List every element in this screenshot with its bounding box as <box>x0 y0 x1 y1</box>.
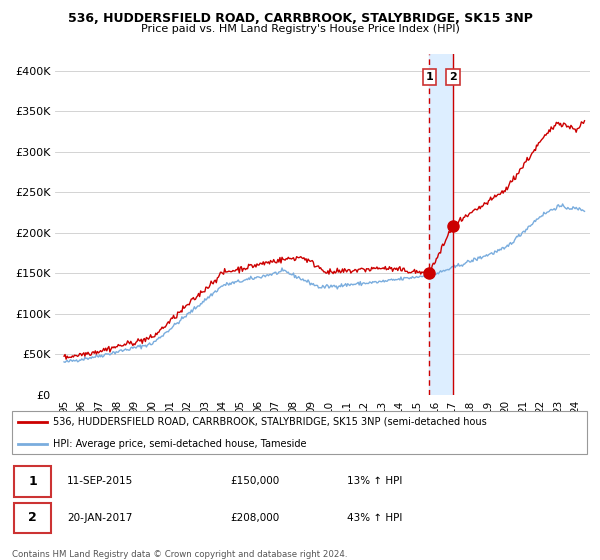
Text: 20-JAN-2017: 20-JAN-2017 <box>67 513 133 523</box>
Text: HPI: Average price, semi-detached house, Tameside: HPI: Average price, semi-detached house,… <box>53 438 306 449</box>
Text: 43% ↑ HPI: 43% ↑ HPI <box>347 513 402 523</box>
Text: Contains HM Land Registry data © Crown copyright and database right 2024.
This d: Contains HM Land Registry data © Crown c… <box>12 550 347 560</box>
Text: 536, HUDDERSFIELD ROAD, CARRBROOK, STALYBRIDGE, SK15 3NP (semi-detached hous: 536, HUDDERSFIELD ROAD, CARRBROOK, STALY… <box>53 417 487 427</box>
Text: 2: 2 <box>28 511 37 524</box>
Bar <box>429 54 453 395</box>
FancyBboxPatch shape <box>14 503 52 533</box>
FancyBboxPatch shape <box>12 411 587 454</box>
Text: 2: 2 <box>449 72 457 82</box>
Text: £208,000: £208,000 <box>230 513 280 523</box>
Text: 536, HUDDERSFIELD ROAD, CARRBROOK, STALYBRIDGE, SK15 3NP: 536, HUDDERSFIELD ROAD, CARRBROOK, STALY… <box>68 12 532 25</box>
Text: Price paid vs. HM Land Registry's House Price Index (HPI): Price paid vs. HM Land Registry's House … <box>140 24 460 34</box>
Text: 1: 1 <box>425 72 433 82</box>
Text: 11-SEP-2015: 11-SEP-2015 <box>67 477 133 486</box>
Text: 13% ↑ HPI: 13% ↑ HPI <box>347 477 402 486</box>
Text: £150,000: £150,000 <box>230 477 280 486</box>
FancyBboxPatch shape <box>14 466 52 497</box>
Text: 1: 1 <box>28 475 37 488</box>
